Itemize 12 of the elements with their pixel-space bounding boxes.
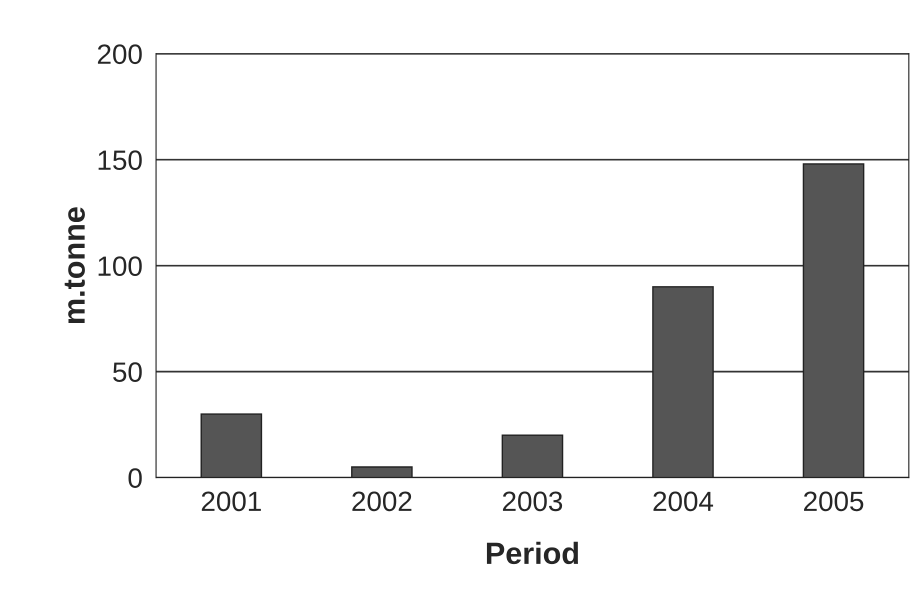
y-tick-label: 0 <box>128 468 142 488</box>
x-tick-label: 2002 <box>352 492 412 512</box>
x-tick-label: 2003 <box>502 492 562 512</box>
y-axis-title: m.tonne <box>64 207 85 324</box>
y-tick-label: 200 <box>98 44 142 64</box>
y-tick-label: 50 <box>113 362 142 382</box>
y-tick-label: 150 <box>98 150 142 170</box>
x-axis-title: Period <box>486 542 578 564</box>
x-tick-label: 2004 <box>653 492 714 512</box>
x-tick-label: 2005 <box>804 492 864 512</box>
y-tick-label: 100 <box>98 256 142 276</box>
x-tick-label: 2001 <box>202 492 261 512</box>
